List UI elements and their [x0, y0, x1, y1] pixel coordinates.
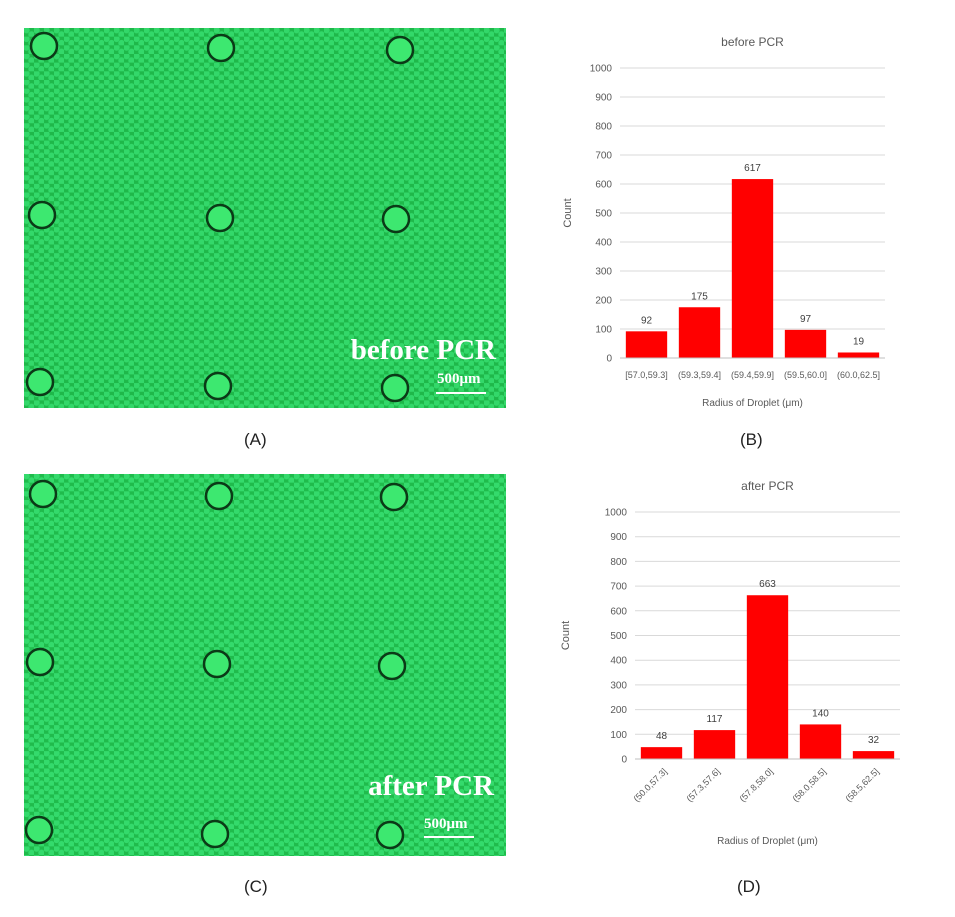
x-axis-label: Radius of Droplet (μm) [702, 398, 803, 409]
y-tick-label: 0 [606, 354, 612, 365]
bar [746, 595, 789, 759]
marker-circle [377, 651, 407, 681]
y-tick-label: 400 [595, 238, 612, 249]
marker-circle [200, 819, 230, 849]
category-label: (58.5,62.5] [843, 766, 880, 803]
category-label: (50.0,57.3] [631, 766, 668, 803]
y-axis-label: Count [560, 621, 572, 650]
droplet-array [24, 474, 506, 856]
y-tick-label: 1000 [590, 64, 613, 75]
panel-letter-a: (A) [244, 430, 267, 449]
y-tick-label: 500 [610, 631, 627, 642]
data-label: 117 [707, 714, 723, 725]
marker-circle [385, 35, 415, 65]
bar [784, 329, 827, 358]
bar [852, 751, 895, 759]
micrograph-label: before PCR [350, 334, 496, 366]
data-label: 663 [759, 579, 776, 590]
bar [640, 747, 683, 759]
panel-letter-d: (D) [737, 877, 761, 896]
data-label: 19 [853, 336, 865, 347]
y-tick-label: 1000 [605, 508, 628, 519]
y-tick-label: 800 [610, 557, 627, 568]
chart-svg: before PCR 0 100 200 300 400 500 600 700 800 900 10… [562, 35, 885, 409]
y-tick-label: 300 [595, 267, 612, 278]
marker-circle [205, 203, 235, 233]
marker-circle [204, 481, 234, 511]
category-label: (60.0,62.5] [837, 370, 880, 380]
category-label: (57.3,57.6] [684, 766, 721, 803]
y-tick-label: 600 [610, 606, 627, 617]
marker-circle [206, 33, 236, 63]
scale-bar-label: 500μm [437, 371, 481, 387]
y-tick-label: 300 [610, 680, 627, 691]
chart-svg: after PCR 0 100 200 300 400 500 600 700 800 900 100… [560, 479, 900, 847]
marker-circle [28, 479, 58, 509]
marker-circle [27, 200, 57, 230]
scale-bar-label: 500μm [424, 816, 468, 832]
y-tick-label: 900 [595, 93, 612, 104]
y-tick-label: 500 [595, 209, 612, 220]
micrograph-after-pcr: after PCR 500μm [24, 474, 506, 856]
marker-circles [24, 479, 409, 850]
scale-bar [436, 392, 486, 394]
y-tick-label: 700 [610, 582, 627, 593]
category-label: (57.8,58.0] [737, 766, 774, 803]
x-axis-label: Radius of Droplet (μm) [717, 836, 818, 847]
marker-circle [202, 649, 232, 679]
data-label: 48 [656, 731, 668, 742]
droplet-field [24, 28, 506, 408]
y-tick-label: 100 [595, 325, 612, 336]
data-label: 140 [812, 708, 829, 719]
micrograph-before-pcr: before PCR 500μm [24, 28, 506, 408]
y-tick-label: 200 [595, 296, 612, 307]
marker-circles [25, 31, 415, 403]
bar [693, 730, 736, 759]
droplet-array [24, 28, 506, 408]
marker-circle [24, 815, 54, 845]
bar [678, 307, 721, 358]
panel-letter-b: (B) [740, 430, 763, 449]
histogram-after-pcr: after PCR 0 100 200 300 400 500 600 700 800 900 100… [555, 472, 940, 867]
chart-title: after PCR [741, 479, 794, 493]
bar [731, 179, 774, 358]
category-label: (58.0,58.5] [790, 766, 827, 803]
scale-bar [424, 836, 474, 838]
marker-circle [203, 371, 233, 401]
panel-letter-c: (C) [244, 877, 268, 896]
chart-title: before PCR [721, 35, 784, 49]
droplet-field [24, 474, 506, 856]
marker-circle [380, 373, 410, 403]
y-tick-label: 100 [610, 730, 627, 741]
bar [625, 331, 668, 358]
y-tick-label: 0 [621, 755, 627, 766]
histogram-before-pcr: before PCR 0 100 200 300 400 500 600 700 800 900 10… [555, 28, 940, 418]
y-tick-label: 700 [595, 151, 612, 162]
data-label: 617 [744, 163, 761, 174]
y-tick-label: 400 [610, 656, 627, 667]
y-tick-label: 600 [595, 180, 612, 191]
data-label: 32 [868, 735, 880, 746]
y-axis-label: Count [562, 198, 574, 227]
category-label: [57.0,59.3] [625, 370, 668, 380]
y-tick-label: 800 [595, 122, 612, 133]
category-label: (59.4,59.9] [731, 370, 774, 380]
y-tick-label: 200 [610, 705, 627, 716]
marker-circle [29, 31, 59, 61]
marker-circle [375, 820, 405, 850]
marker-circle [25, 367, 55, 397]
data-label: 92 [641, 315, 653, 326]
bar [837, 352, 880, 358]
marker-circle [379, 482, 409, 512]
y-tick-label: 900 [610, 532, 627, 543]
marker-circle [381, 204, 411, 234]
data-label: 175 [691, 291, 708, 302]
category-label: (59.5,60.0] [784, 370, 827, 380]
micrograph-label: after PCR [368, 770, 494, 802]
category-label: (59.3,59.4] [678, 370, 721, 380]
marker-circle [25, 647, 55, 677]
data-label: 97 [800, 314, 812, 325]
bar [799, 724, 842, 759]
